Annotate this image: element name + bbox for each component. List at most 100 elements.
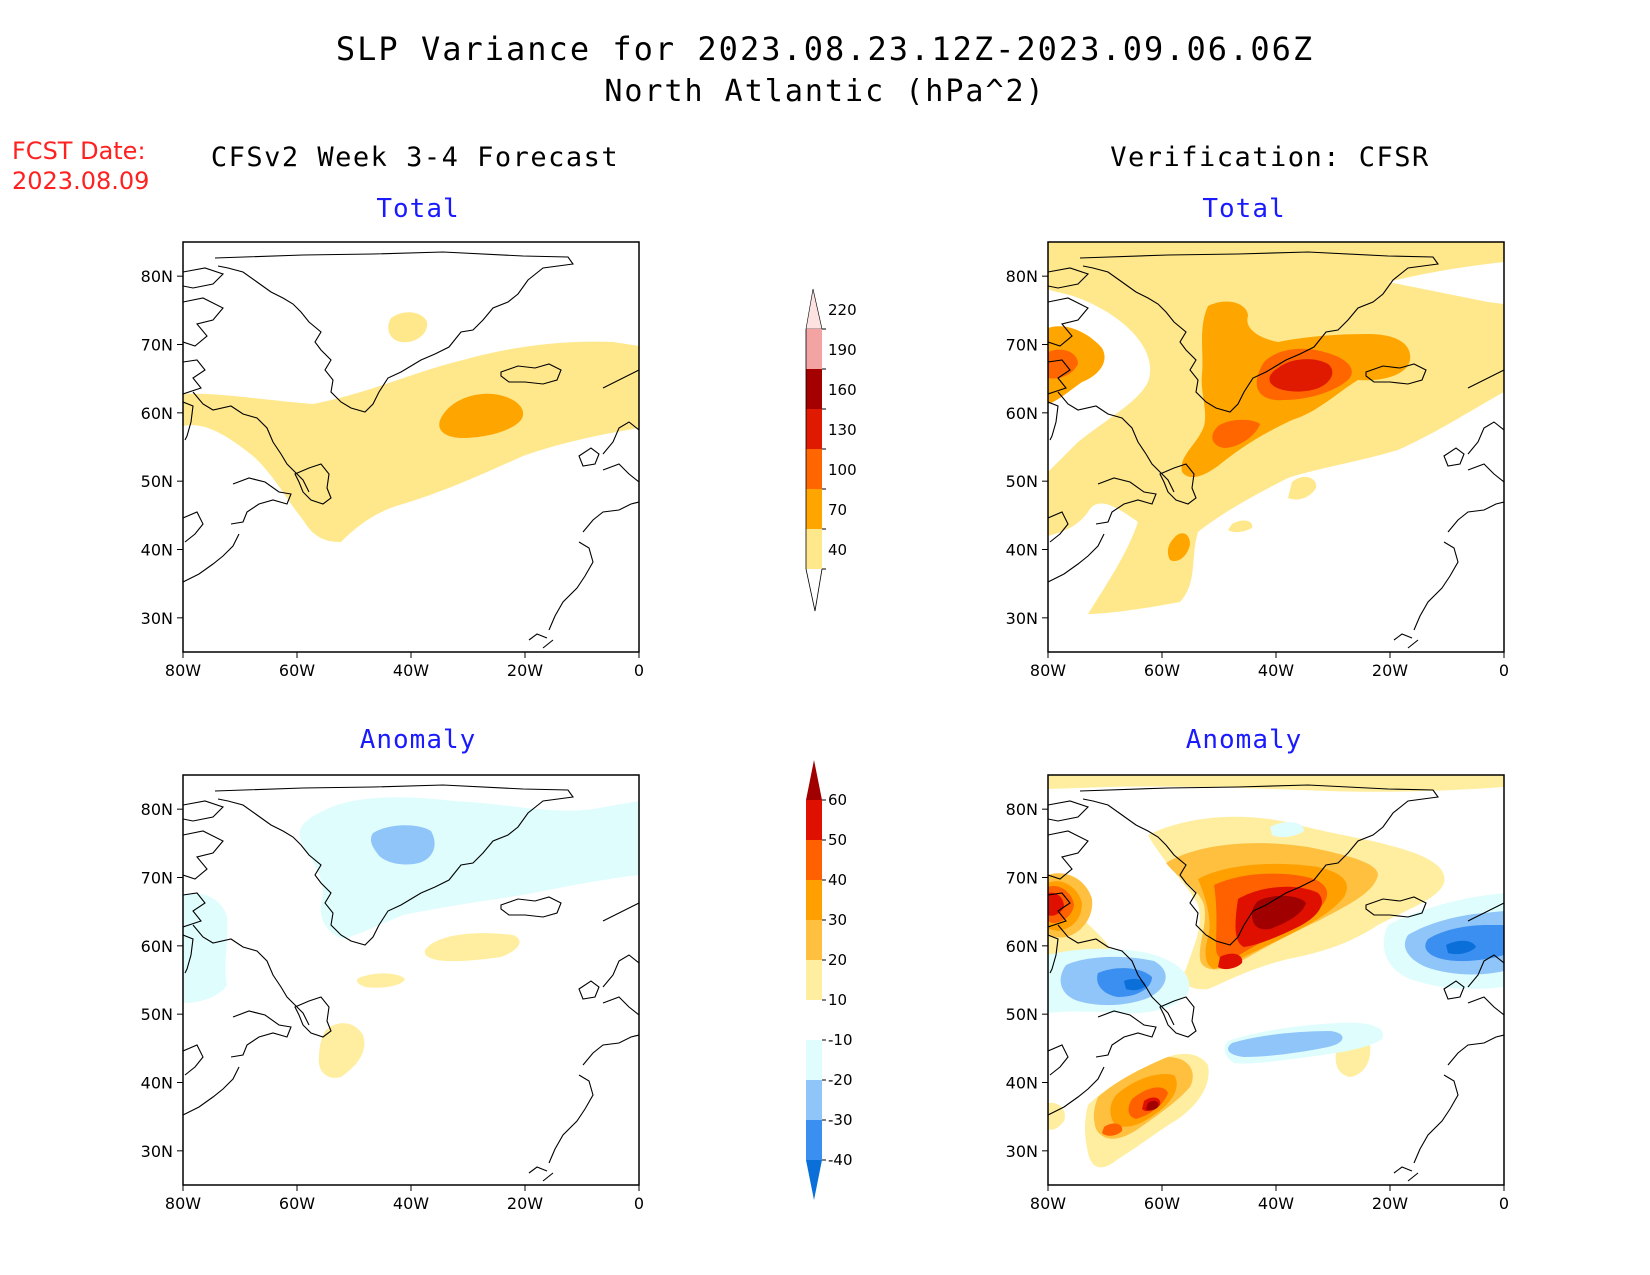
panel-label-verification-anomaly: Anomaly (1185, 725, 1303, 755)
contour-fill (1446, 940, 1476, 955)
coastline (602, 421, 639, 455)
lat-label: 80N (1006, 800, 1038, 819)
lat-label: 70N (1006, 336, 1038, 355)
colorbar-swatch (806, 1040, 822, 1080)
colorbar-swatch (805, 568, 823, 612)
coastline (183, 1044, 204, 1076)
contour-fill (1212, 419, 1260, 448)
colorbar-label: -10 (828, 1031, 853, 1049)
coastline (1447, 1034, 1504, 1066)
coastline (183, 267, 225, 289)
coastline (183, 359, 206, 395)
contour-fill (1228, 1031, 1343, 1057)
forecast-date-label: FCST Date: 2023.08.09 (12, 136, 149, 196)
shaded-field (1048, 775, 1504, 1168)
lon-label: 0 (1499, 661, 1509, 680)
coastline (214, 784, 574, 946)
coastline (1079, 784, 1439, 946)
coastline (1467, 463, 1504, 483)
shaded-field (183, 312, 639, 542)
lat-label: 30N (141, 1142, 173, 1161)
lat-label: 50N (1006, 1005, 1038, 1024)
colorbar-swatch (806, 329, 822, 369)
lon-label: 20W (507, 1194, 543, 1213)
fcst-label: FCST Date: (12, 137, 146, 165)
lat-label: 50N (141, 472, 173, 491)
coastline (1467, 902, 1504, 922)
colorbar-label: -30 (828, 1111, 853, 1129)
coastline (1048, 800, 1090, 822)
lon-label: 60W (1144, 661, 1180, 680)
panel-label-forecast-anomaly: Anomaly (359, 725, 477, 755)
coastline (578, 447, 600, 467)
colorbar-swatch (806, 1120, 822, 1160)
colorbar-swatch (806, 1080, 822, 1120)
map-panel-forecast-total: 80N 70N 60N 50N 40N 30N 80W 60W 40W 20W 0 (141, 241, 644, 680)
lat-label: 50N (1006, 472, 1038, 491)
coastline (1365, 363, 1427, 385)
lat-label: 70N (1006, 869, 1038, 888)
coastline (548, 541, 594, 631)
lon-label: 80W (1030, 1194, 1066, 1213)
lat-label: 30N (141, 609, 173, 628)
coastline (602, 463, 639, 483)
lon-label: 0 (1499, 1194, 1509, 1213)
coastline (542, 639, 554, 649)
coastline (1467, 421, 1504, 455)
colorbar-swatch (806, 1160, 822, 1200)
contour-fill (183, 341, 639, 542)
coastline (1407, 639, 1419, 649)
contour-fill (1048, 242, 1504, 614)
lon-label: 20W (507, 661, 543, 680)
colorbar-label: 190 (828, 341, 857, 359)
coastline (578, 980, 600, 1000)
contour-fill (1124, 978, 1146, 991)
coastline (1393, 633, 1413, 641)
coastline (183, 297, 224, 347)
colorbar-swatch (806, 409, 822, 449)
contour-fill (1252, 895, 1306, 930)
coastline (183, 1066, 240, 1116)
coastline (1048, 830, 1089, 880)
lon-label: 80W (165, 661, 201, 680)
coastline (214, 251, 574, 413)
lat-label: 50N (141, 1005, 173, 1024)
figure-subtitle: North Atlantic (hPa^2) (604, 74, 1046, 109)
lat-label: 40N (141, 541, 173, 560)
contour-fill (183, 893, 228, 1003)
coastline (1467, 369, 1504, 389)
colorbar-anomaly: -40 -30 -20 -10 10 20 30 40 50 60 (806, 760, 853, 1200)
colorbar-swatch (806, 760, 822, 800)
contour-fill (1146, 1100, 1159, 1111)
map-panel-verification-total: 80N 70N 60N 50N 40N 30N 80W 60W 40W 20W 0 (1006, 241, 1509, 680)
coastline (192, 924, 310, 1026)
colorbar-swatch (806, 449, 822, 489)
contour-fill (1218, 953, 1243, 970)
coastlines (183, 251, 639, 649)
coastline (1048, 297, 1089, 347)
lon-label: 80W (1030, 661, 1066, 680)
coastline (602, 902, 639, 922)
lon-label: 40W (393, 661, 429, 680)
contour-fill (1228, 520, 1253, 533)
coastline (192, 391, 310, 493)
coastline (1467, 954, 1504, 988)
coastline (1048, 267, 1090, 289)
panel-label-forecast-total: Total (376, 194, 460, 224)
colorbar-label: 70 (828, 501, 847, 519)
coastline (542, 1172, 554, 1182)
colorbar-label: 220 (828, 301, 857, 319)
coastline (1048, 1044, 1069, 1076)
coastline (183, 511, 204, 543)
lon-label: 60W (1144, 1194, 1180, 1213)
lon-label: 80W (165, 1194, 201, 1213)
lat-label: 60N (1006, 404, 1038, 423)
fcst-date: 2023.08.09 (12, 167, 150, 195)
coastline (1048, 359, 1071, 395)
colorbar-swatch (806, 960, 822, 1000)
lon-label: 60W (279, 661, 315, 680)
contour-fill (356, 973, 405, 988)
contour-fill (363, 445, 415, 455)
colorbar-label: 130 (828, 421, 857, 439)
colorbar-swatch (806, 529, 822, 569)
